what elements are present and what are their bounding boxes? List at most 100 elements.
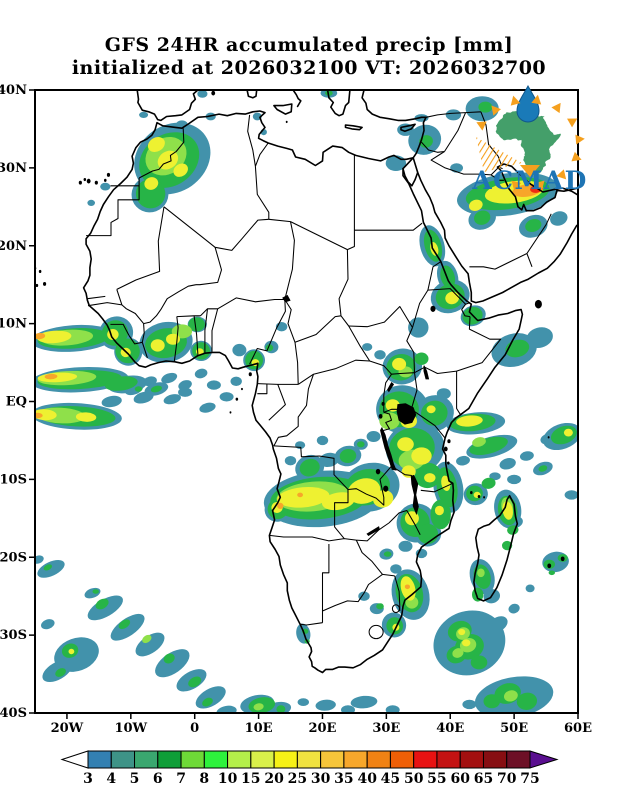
precip-blob: [462, 639, 471, 647]
colorbar-box: [157, 750, 182, 769]
precip-blob: [426, 405, 436, 414]
colorbar-box: [110, 750, 136, 769]
precip-blob: [84, 587, 101, 599]
precip-blob: [206, 380, 221, 390]
country-border: [382, 573, 395, 577]
precip-blob: [87, 199, 95, 206]
colorbar-box: [482, 750, 508, 769]
precip-blob: [397, 437, 414, 452]
colorbar-label: 45: [381, 771, 400, 787]
colorbar-label: 55: [427, 771, 446, 787]
country-border: [421, 141, 445, 153]
precip-blob: [415, 548, 428, 559]
country-border: [348, 305, 413, 328]
country-border: [121, 304, 145, 324]
country-border: [176, 315, 201, 318]
island: [483, 496, 486, 499]
precip-blob: [458, 628, 466, 636]
country-border: [254, 142, 269, 167]
lake: [383, 485, 389, 492]
precip-blob: [414, 352, 429, 365]
precip-blob: [110, 613, 145, 641]
precip-blob: [350, 695, 378, 709]
island: [241, 387, 243, 391]
colorbar-label: 75: [520, 771, 539, 787]
colorbar-box: [273, 750, 298, 769]
colorbar-label: 20: [264, 771, 284, 787]
precip-blob: [456, 455, 470, 466]
precip-blob: [92, 589, 99, 594]
precip-blob: [564, 490, 578, 500]
colorbar-box: [459, 750, 484, 769]
precip-blob: [548, 570, 555, 576]
precip-blob: [299, 458, 320, 477]
map-title-line1: GFS 24HR accumulated precip [mm]: [104, 34, 514, 56]
logo-triangle-icon: [531, 94, 542, 105]
precip-blob: [385, 705, 400, 713]
colorbar-label: 60: [450, 771, 470, 787]
country-border: [87, 295, 106, 300]
precip-blob: [253, 703, 264, 711]
y-axis-label: 30S: [0, 628, 27, 643]
country-border: [163, 206, 269, 251]
country-border: [173, 316, 179, 362]
logo-triangle-icon: [534, 180, 545, 191]
country-border: [354, 222, 423, 231]
colorbar-box: [366, 750, 391, 769]
precip-blob: [468, 199, 483, 211]
country-border: [217, 297, 285, 310]
precip-blob: [452, 648, 464, 658]
x-axis-label: 10E: [245, 721, 273, 736]
water-drop-icon: [516, 84, 540, 123]
precip-blob: [104, 376, 138, 391]
precip-blob: [404, 584, 410, 590]
precip-blob: [472, 437, 486, 447]
precip-blob: [197, 90, 208, 98]
country-border: [322, 573, 383, 612]
precip-blob: [478, 101, 493, 113]
coastline: [361, 90, 427, 159]
island: [248, 372, 252, 377]
island: [83, 177, 87, 182]
colorbar-label: 10: [218, 771, 238, 787]
country-border: [406, 327, 416, 373]
country-border: [461, 302, 471, 318]
precip-blob: [276, 705, 286, 713]
y-axis-label: 30N: [0, 161, 27, 176]
country-border: [257, 383, 268, 395]
logo-triangle-icon: [571, 151, 582, 162]
precip-blob: [436, 388, 451, 400]
country-border: [412, 157, 419, 173]
precip-blob: [147, 136, 165, 153]
lake: [381, 401, 385, 406]
lake: [423, 365, 430, 380]
island: [477, 494, 481, 499]
coastline: [82, 110, 524, 674]
country-border: [427, 288, 466, 305]
country-border: [297, 359, 392, 385]
precip-blob: [385, 399, 400, 412]
country-border: [321, 544, 330, 623]
x-axis-label: 40E: [436, 721, 464, 736]
precip-blob: [347, 478, 381, 504]
country-border: [273, 445, 349, 490]
country-border: [338, 249, 349, 316]
precip-blob: [232, 343, 247, 357]
colorbar-box: [343, 750, 368, 769]
colorbar-label: 3: [83, 771, 93, 787]
country-borders: [86, 111, 552, 640]
precip-blob: [445, 109, 462, 121]
country-border: [414, 366, 457, 375]
precip-blob: [101, 395, 122, 408]
country-border: [425, 111, 481, 118]
country-border: [411, 408, 446, 439]
colorbar-box: [227, 750, 252, 769]
y-axis-label: EQ: [6, 395, 27, 410]
country-border: [196, 247, 223, 286]
country-border: [368, 624, 384, 640]
y-axis-label: 40N: [0, 83, 27, 98]
colorbar-box: [506, 750, 531, 769]
country-border: [391, 604, 400, 614]
precip-blob: [37, 560, 65, 578]
lake: [430, 305, 436, 312]
